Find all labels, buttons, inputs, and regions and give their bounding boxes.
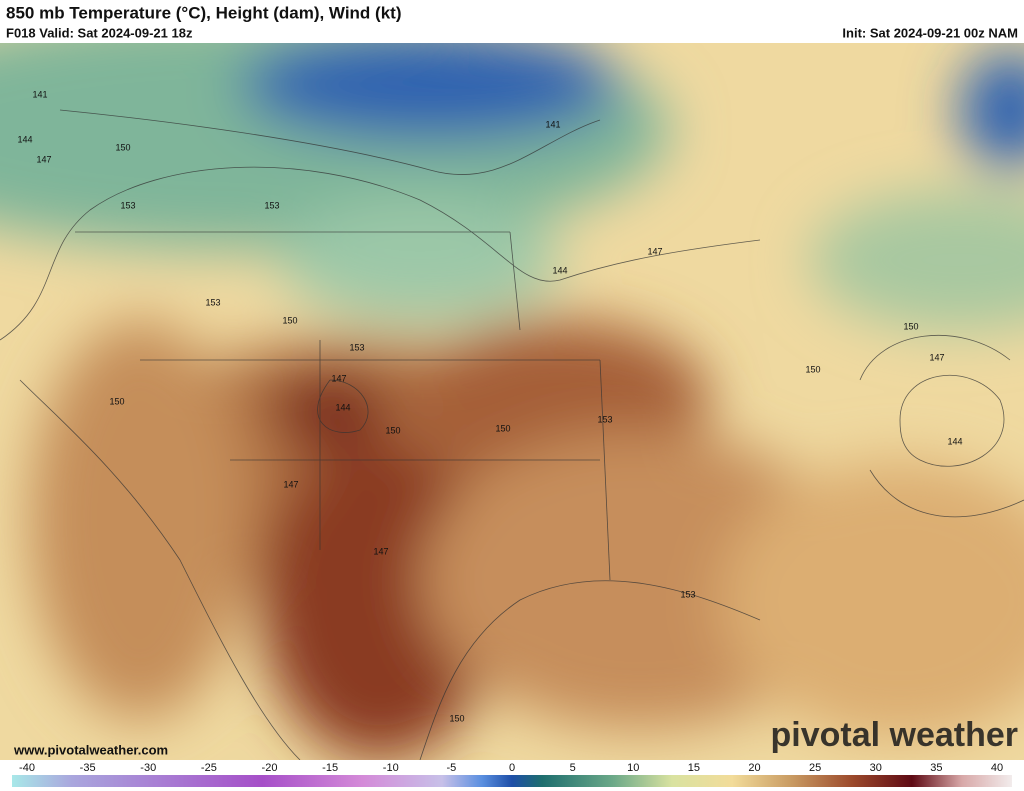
init-time: Init: Sat 2024-09-21 00z NAM [842, 25, 1018, 40]
valid-time: F018 Valid: Sat 2024-09-21 18z [6, 25, 193, 40]
contour-label: 144 [552, 265, 567, 275]
contour-label: 147 [36, 154, 51, 164]
contour-label: 150 [282, 315, 297, 325]
contour-label: 147 [647, 246, 662, 256]
colorbar-label: -5 [446, 762, 456, 774]
colorbar-label: 5 [570, 762, 576, 774]
contour-label: 153 [680, 589, 695, 599]
contour-label: 150 [449, 713, 464, 723]
contour-label: 153 [120, 200, 135, 210]
colorbar [12, 775, 1012, 787]
contour-label: 153 [349, 342, 364, 352]
contour-label: 153 [264, 200, 279, 210]
contour-label: 147 [331, 373, 346, 383]
contour-label: 150 [903, 321, 918, 331]
map: 141 144 147 150 153 141 153 153 150 153 147 144 150 1… [0, 43, 1024, 760]
colorbar-label: -30 [140, 762, 156, 774]
watermark: pivotal weather [770, 716, 1018, 754]
contour-label: 153 [597, 414, 612, 424]
colorbar-label: 25 [809, 762, 821, 774]
contour-label: 144 [17, 134, 32, 144]
contour-label: 147 [373, 546, 388, 556]
colorbar-label: 10 [627, 762, 639, 774]
contour-label: 147 [929, 352, 944, 362]
contour-label: 144 [335, 402, 350, 412]
contour-label: 150 [495, 423, 510, 433]
contour-label: 141 [32, 89, 47, 99]
colorbar-label: 15 [688, 762, 700, 774]
contour-label: 150 [115, 142, 130, 152]
colorbar-label: 40 [991, 762, 1003, 774]
contour-label: 147 [283, 479, 298, 489]
colorbar-label: 35 [930, 762, 942, 774]
colorbar-label: 0 [509, 762, 515, 774]
colorbar-label: -15 [322, 762, 338, 774]
contour-label: 144 [947, 436, 962, 446]
colorbar-label: 30 [870, 762, 882, 774]
contour-label: 150 [109, 396, 124, 406]
contour-label: 153 [205, 297, 220, 307]
colorbar-label: 20 [748, 762, 760, 774]
contour-label: 141 [545, 119, 560, 129]
contour-label: 150 [385, 425, 400, 435]
title: 850 mb Temperature (°C), Height (dam), W… [6, 3, 401, 22]
contour-label: 150 [805, 364, 820, 374]
site-url: www.pivotalweather.com [13, 742, 168, 757]
colorbar-label: -35 [80, 762, 96, 774]
colorbar-label: -10 [383, 762, 399, 774]
colorbar-label: -25 [201, 762, 217, 774]
colorbar-label: -20 [262, 762, 278, 774]
colorbar-label: -40 [19, 762, 35, 774]
